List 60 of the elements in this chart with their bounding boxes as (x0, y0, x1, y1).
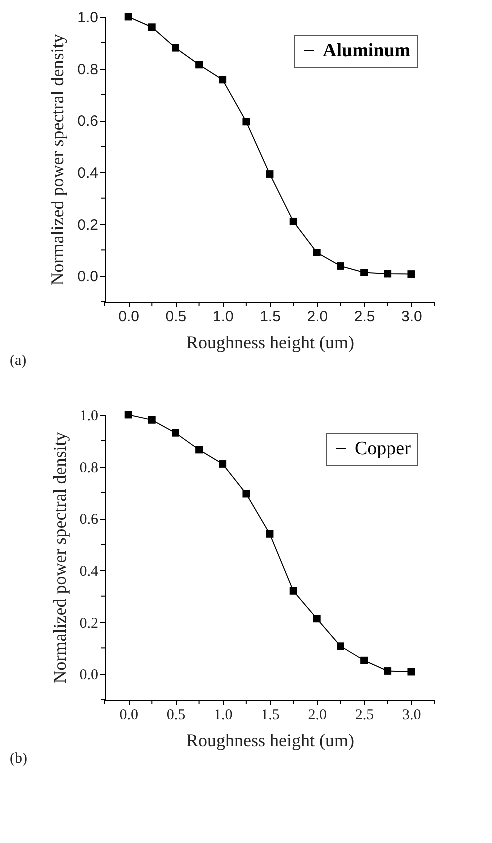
text: 0.0 (78, 268, 98, 286)
text: 2.0 (308, 708, 328, 724)
text: 0.0 (118, 308, 140, 326)
x-axis-title: Roughness height (um) (186, 730, 354, 750)
point (219, 460, 227, 468)
text: (a) (10, 353, 27, 369)
y-tick-label: 0.6 (78, 113, 98, 130)
point (360, 269, 368, 276)
legend-label: Aluminum (323, 40, 411, 62)
x-tick-label: 2.5 (354, 308, 376, 326)
x-axis-title: Roughness height (um) (186, 332, 354, 352)
point (172, 44, 180, 52)
x-tick-label: 1.5 (260, 308, 281, 326)
y-tick-label: 0.4 (78, 164, 98, 182)
y-tick-label: 0.8 (80, 460, 98, 476)
y-tick-label: 0.6 (80, 512, 99, 528)
x-tick-label: 0.5 (166, 308, 187, 326)
point (337, 642, 344, 650)
point (242, 490, 250, 498)
point (196, 61, 203, 69)
text: 1.0 (212, 308, 234, 326)
y-tick-label: 0.4 (80, 564, 99, 580)
point (124, 13, 132, 21)
point (290, 587, 298, 595)
point (148, 416, 156, 424)
point (219, 76, 227, 84)
point (313, 615, 321, 623)
text: 0.0 (80, 668, 98, 684)
x-tick-label: 0.5 (166, 708, 186, 724)
y-axis-title: Normalized power spectral density (50, 432, 70, 684)
y-tick-label: 0.2 (78, 216, 98, 234)
x-tick-label: 1.5 (261, 708, 280, 724)
text: 2.0 (307, 308, 328, 326)
point (408, 668, 416, 676)
y-tick-label: 0.8 (78, 61, 98, 78)
point (242, 118, 250, 126)
x-tick-label: 2.5 (355, 708, 374, 724)
y-axis-title: Normalized power spectral density (48, 34, 68, 286)
point (313, 249, 321, 256)
point (384, 668, 392, 675)
point (384, 270, 392, 278)
text: 0.0 (120, 708, 138, 724)
point (408, 270, 416, 278)
point (172, 429, 180, 437)
text: 3.0 (402, 308, 422, 326)
text: 1.0 (78, 10, 98, 26)
text: 1.0 (214, 708, 233, 724)
point (148, 24, 156, 32)
text: (b) (10, 751, 28, 767)
point (124, 411, 132, 419)
point (266, 530, 274, 538)
point (196, 446, 203, 454)
legend-label: Copper (355, 438, 412, 460)
point (290, 218, 298, 226)
point (266, 170, 274, 178)
point (337, 262, 344, 270)
text: 1.0 (80, 408, 98, 424)
point (360, 656, 368, 664)
y-tick-label: 0.2 (80, 616, 98, 632)
text: 3.0 (402, 708, 422, 724)
